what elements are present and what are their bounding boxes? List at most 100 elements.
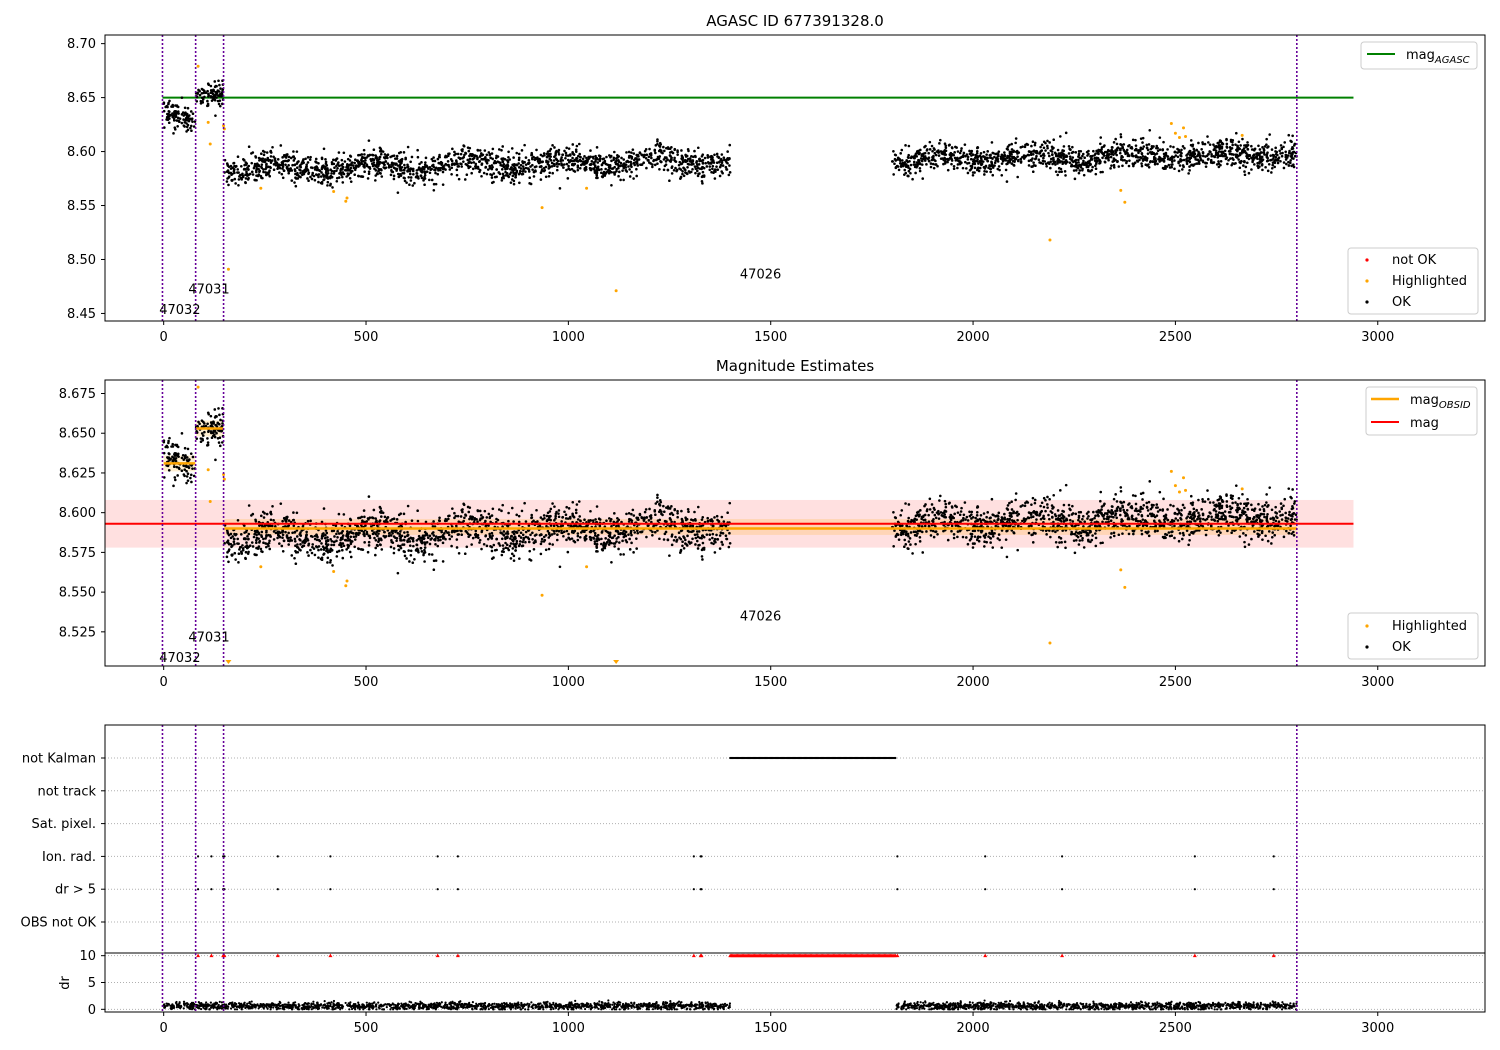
ok-point (492, 161, 496, 165)
ok-point (348, 531, 351, 534)
ok-point (316, 166, 319, 170)
ok-point (173, 452, 177, 455)
ok-point (506, 160, 510, 164)
ok-point (294, 544, 297, 548)
ok-point (1201, 151, 1205, 155)
ok-point (726, 150, 729, 153)
ok-point (1102, 152, 1106, 155)
ok-point (581, 157, 585, 161)
ok-point (457, 165, 461, 168)
ok-point (331, 186, 334, 189)
ok-point (306, 167, 309, 171)
ok-point (374, 539, 378, 542)
ok-point (1070, 163, 1073, 167)
ok-point (191, 112, 195, 116)
ok-point (983, 173, 986, 176)
ok-point (396, 531, 400, 535)
ok-point (589, 168, 592, 171)
ok-point (1125, 148, 1129, 152)
ok-point (352, 535, 356, 539)
ok-point (289, 167, 292, 170)
ok-point (937, 154, 941, 157)
ok-point (476, 149, 480, 152)
ok-point (360, 160, 364, 163)
ok-point (1173, 150, 1177, 154)
ok-point (1006, 145, 1010, 148)
ok-point (462, 160, 465, 163)
ok-point (165, 115, 169, 119)
ok-point (676, 149, 679, 152)
ok-point (392, 517, 396, 521)
ok-point (546, 162, 550, 166)
ok-point (557, 509, 561, 512)
ok-point (371, 153, 375, 157)
ok-point (361, 548, 365, 551)
ok-point (332, 162, 336, 166)
ok-point (305, 165, 308, 169)
ok-point (715, 514, 719, 518)
ok-point (1201, 160, 1205, 164)
ok-point (621, 539, 624, 543)
ok-point (578, 152, 582, 156)
ok-point (576, 164, 580, 168)
ok-point (191, 467, 194, 470)
ok-point (892, 149, 895, 153)
ok-point (1095, 156, 1098, 160)
ok-point (576, 168, 580, 172)
ok-point (527, 170, 531, 173)
ok-point (927, 159, 931, 162)
ok-point (600, 168, 603, 171)
ok-point (432, 568, 436, 572)
ok-point (1100, 146, 1104, 149)
ok-point (392, 177, 396, 181)
ok-point (363, 161, 367, 165)
ok-point (173, 478, 177, 482)
ok-point (517, 152, 521, 156)
ok-point (293, 531, 297, 534)
ok-point (456, 514, 460, 518)
ok-point (547, 536, 551, 539)
ok-point (399, 544, 402, 548)
ok-point (557, 162, 561, 166)
ok-point (370, 525, 373, 528)
ok-point (227, 560, 230, 564)
ok-point (491, 534, 494, 537)
ok-point (180, 469, 184, 473)
ok-point (361, 155, 364, 159)
ok-point (1039, 145, 1042, 149)
ok-point (455, 168, 459, 172)
ok-point (919, 148, 922, 152)
ok-point (176, 124, 179, 128)
ok-point (237, 171, 240, 174)
ok-point (391, 531, 394, 535)
ok-point (1266, 169, 1270, 173)
ok-point (399, 530, 402, 533)
ok-point (1029, 153, 1033, 156)
ok-point (978, 160, 982, 164)
ok-point (399, 512, 403, 515)
ok-point (651, 163, 654, 166)
ok-point (682, 166, 685, 170)
ok-point (712, 542, 715, 546)
ok-point (411, 538, 415, 541)
ok-point (543, 154, 546, 157)
ok-point (1156, 146, 1159, 150)
ok-point (568, 153, 572, 156)
ok-point (1034, 157, 1038, 160)
ok-point (1005, 162, 1008, 166)
ok-point (260, 530, 264, 534)
ok-point (332, 543, 336, 547)
ok-point (417, 550, 420, 554)
ok-point (898, 159, 902, 162)
ok-point (695, 539, 699, 543)
ok-point (392, 535, 396, 538)
ok-point (696, 174, 700, 178)
ok-point (654, 158, 658, 162)
ok-point (418, 529, 421, 533)
ok-point (191, 120, 194, 123)
ok-point (374, 154, 377, 157)
ok-point (539, 178, 543, 181)
ok-point (162, 109, 166, 113)
ok-point (1138, 158, 1141, 162)
ok-point (965, 153, 969, 156)
